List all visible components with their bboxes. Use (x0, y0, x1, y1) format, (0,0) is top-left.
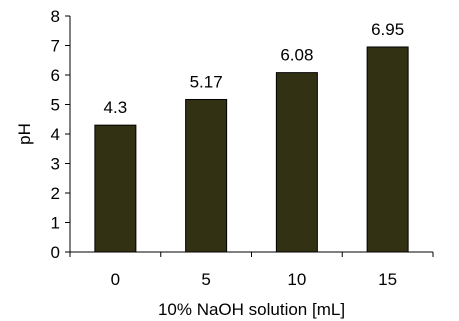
data-label: 4.3 (104, 98, 128, 117)
y-tick-label: 8 (51, 7, 60, 26)
x-axis-ticks: 0 5 10 15 (69, 252, 434, 289)
y-tick-label: 6 (51, 66, 60, 85)
y-axis-title: pH (15, 123, 34, 145)
y-tick-label: 5 (51, 96, 60, 115)
y-tick-label: 0 (51, 243, 60, 262)
y-tick-label: 3 (51, 155, 60, 174)
x-tick-label: 15 (378, 270, 397, 289)
bar-5 (185, 98, 228, 253)
bars: 4.3 5.17 6.08 6.95 (94, 20, 409, 253)
bar-10 (275, 72, 318, 253)
x-axis-title: 10% NaOH solution [mL] (158, 300, 345, 319)
bar-0 (94, 124, 137, 253)
x-tick-label: 10 (287, 270, 306, 289)
data-label: 5.17 (190, 72, 223, 91)
x-tick-label: 5 (201, 270, 210, 289)
y-axis-ticks: 0 1 2 3 4 5 6 7 8 (51, 7, 70, 262)
data-label: 6.95 (371, 20, 404, 39)
x-tick-label: 0 (111, 270, 120, 289)
y-tick-label: 1 (51, 214, 60, 233)
bar-15 (366, 46, 409, 253)
data-label: 6.08 (280, 46, 313, 65)
y-tick-label: 4 (51, 125, 60, 144)
y-tick-label: 7 (51, 37, 60, 56)
y-tick-label: 2 (51, 184, 60, 203)
